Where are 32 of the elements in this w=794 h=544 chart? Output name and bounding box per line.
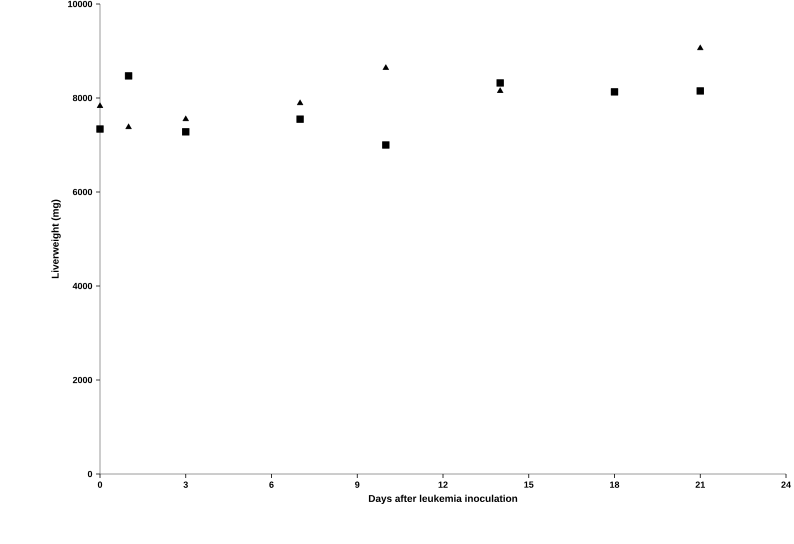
point: [696, 87, 704, 95]
x-tick-label: 6: [269, 482, 274, 488]
y-axis-title: Liverweight (mg): [51, 200, 61, 278]
point: [125, 123, 132, 130]
point: [382, 64, 390, 70]
point: [182, 128, 190, 136]
point: [182, 115, 189, 122]
x-tick-label: 21: [696, 482, 705, 488]
y-tick-label: 6000: [72, 188, 92, 196]
x-tick-label: 24: [781, 482, 791, 488]
point: [496, 79, 504, 87]
x-tick-label: 12: [438, 482, 448, 488]
y-tick-label: 0: [88, 470, 92, 478]
y-tick-label: 8000: [72, 94, 92, 102]
x-tick-label: 9: [355, 482, 360, 488]
point: [96, 102, 104, 108]
x-axis-title: Days after leukemia inoculation: [368, 494, 518, 504]
x-tick-label: 15: [524, 482, 534, 488]
point: [496, 87, 504, 93]
point: [382, 141, 390, 149]
y-tick-label: 4000: [72, 282, 92, 290]
point: [610, 88, 618, 96]
x-tick-label: 18: [610, 482, 620, 488]
point: [124, 72, 132, 80]
y-tick-label: 2000: [72, 376, 92, 384]
x-tick-label: 3: [183, 482, 188, 488]
point: [296, 115, 304, 123]
point: [96, 125, 104, 133]
point: [296, 99, 304, 106]
x-tick-label: 0: [98, 482, 102, 488]
point: [697, 44, 704, 50]
y-tick-label: 10000: [68, 0, 92, 8]
